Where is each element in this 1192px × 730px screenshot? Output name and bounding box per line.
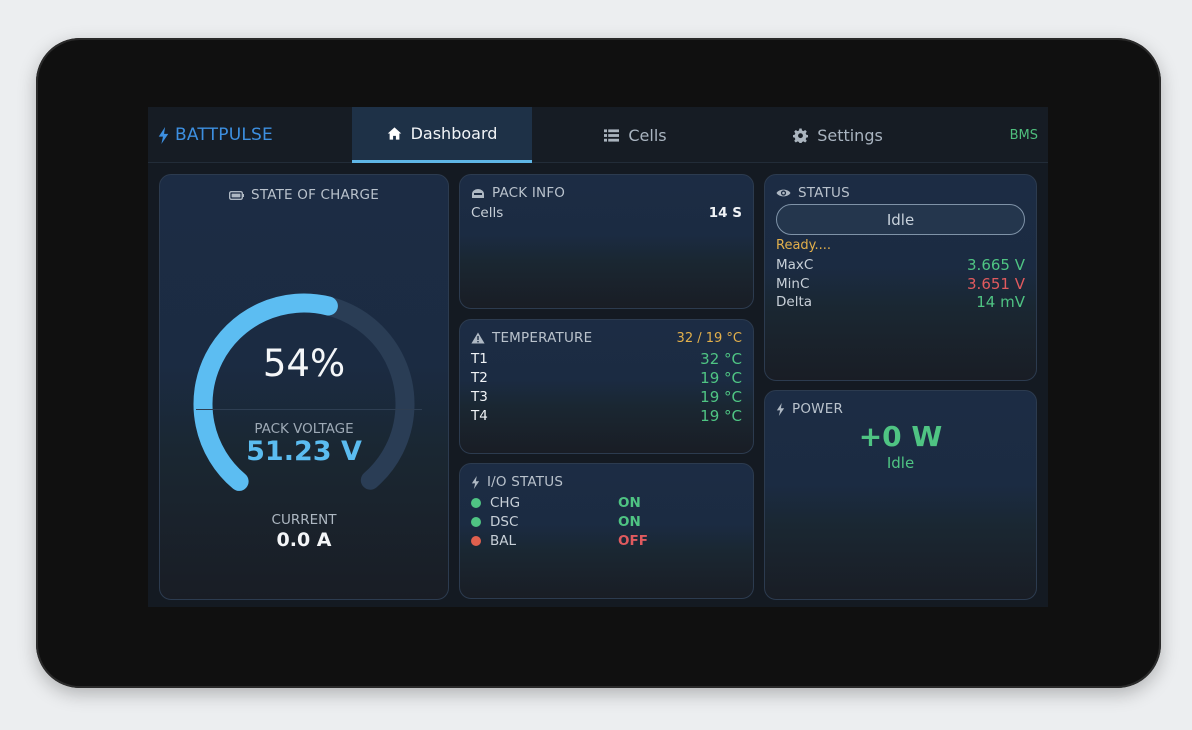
io-row-bal: BAL OFF (471, 531, 742, 550)
status-title: STATUS (776, 185, 1025, 201)
io-row-dsc: DSC ON (471, 512, 742, 531)
bolt-icon (471, 475, 480, 489)
battery-icon (229, 190, 245, 200)
brand-name: BATTPULSE (175, 125, 273, 145)
status-row-maxc: MaxC 3.665 V (776, 256, 1025, 275)
pack-icon (472, 188, 484, 198)
gear-icon (793, 127, 809, 143)
soc-title: STATE OF CHARGE (160, 187, 448, 203)
status-row-minc: MinC 3.651 V (776, 274, 1025, 293)
tab-settings-label: Settings (817, 125, 883, 145)
status-message: Ready.... (776, 238, 832, 253)
temperature-row: T2 19 °C (471, 368, 742, 387)
soc-gauge-fill (193, 293, 338, 491)
temperature-summary: 32 / 19 °C (676, 330, 742, 346)
temperature-card: TEMPERATURE 32 / 19 °C T1 32 °C T2 19 °C… (459, 319, 754, 454)
soc-card: STATE OF CHARGE 54% PACK VOLTAGE 51.23 V… (159, 174, 449, 600)
mode-pill[interactable]: Idle (776, 204, 1025, 235)
status-card: STATUS Idle Ready.... MaxC 3.665 V MinC … (764, 174, 1037, 381)
brand-logo: BATTPULSE (158, 107, 273, 163)
pack-voltage-value: 51.23 V (246, 436, 362, 467)
pack-voltage-label: PACK VOLTAGE (254, 421, 354, 437)
list-icon (604, 128, 620, 142)
pack-info-card: PACK INFO Cells 14 S (459, 174, 754, 309)
pack-info-title: PACK INFO (471, 185, 742, 201)
top-nav-bar: BATTPULSE Dashboard Cells Settings BMS (148, 107, 1048, 163)
soc-divider (196, 409, 422, 410)
tab-cells-label: Cells (628, 125, 667, 145)
io-status-card: I/O STATUS CHG ON DSC ON BAL OFF (459, 463, 754, 599)
bms-screen: BATTPULSE Dashboard Cells Settings BMS S… (148, 107, 1048, 607)
tab-dashboard-label: Dashboard (410, 124, 498, 143)
tab-settings[interactable]: Settings (748, 107, 928, 163)
soc-gauge (193, 293, 415, 491)
temperature-row: T1 32 °C (471, 349, 742, 368)
status-row-delta: Delta 14 mV (776, 293, 1025, 312)
current-label: CURRENT (271, 512, 337, 528)
temperature-row: T4 19 °C (471, 406, 742, 425)
soc-percent: 54% (262, 342, 346, 385)
status-dot-icon (471, 497, 481, 508)
bolt-icon (776, 402, 785, 416)
power-card: POWER +0 W Idle (764, 390, 1037, 600)
eye-icon (776, 189, 791, 197)
current-value: 0.0 A (276, 529, 332, 551)
bolt-icon (158, 126, 169, 144)
temperature-title: TEMPERATURE (471, 330, 592, 346)
pack-info-row-cells: Cells 14 S (471, 205, 742, 222)
tab-dashboard[interactable]: Dashboard (352, 107, 532, 163)
home-icon (387, 127, 401, 140)
tab-cells[interactable]: Cells (548, 107, 723, 163)
bms-tag: BMS (1009, 127, 1038, 143)
temperature-row: T3 19 °C (471, 387, 742, 406)
power-title: POWER (776, 401, 1025, 417)
io-status-title: I/O STATUS (471, 474, 742, 490)
power-value: +0 W (858, 420, 943, 453)
power-state: Idle (886, 454, 915, 472)
status-dot-icon (471, 535, 481, 546)
io-row-chg: CHG ON (471, 493, 742, 512)
warning-icon (471, 332, 485, 344)
status-dot-icon (471, 516, 481, 527)
